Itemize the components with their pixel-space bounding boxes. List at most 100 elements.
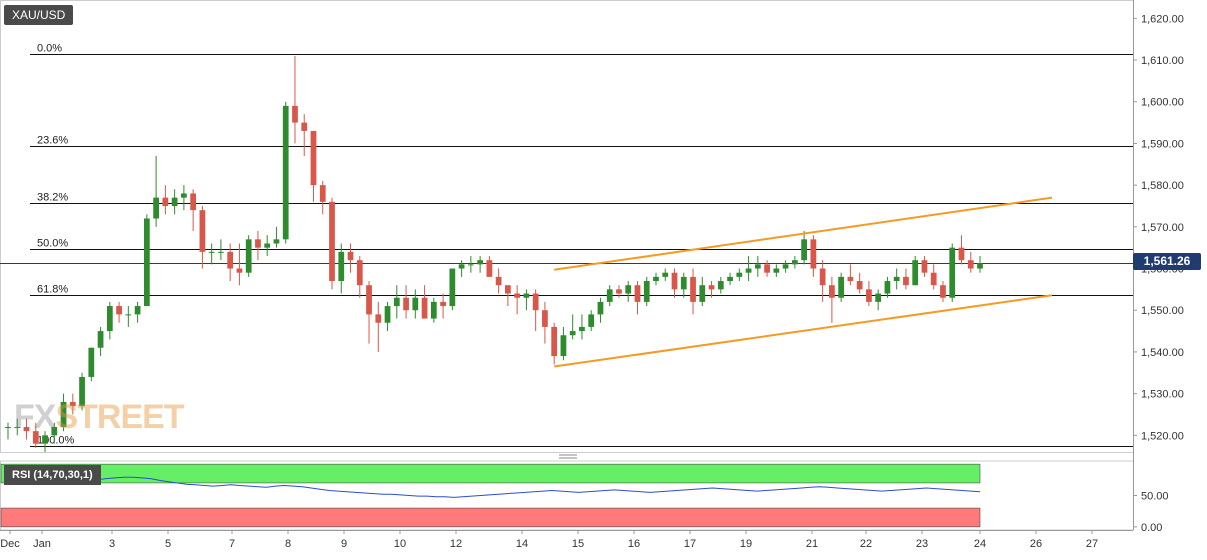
channel-lower-line [554,294,1053,368]
price-panel-frame [0,0,1134,453]
y-tick-label: 1,530.00 [1141,389,1184,401]
candle-body [856,281,863,290]
candle-body [745,268,752,273]
x-tick-label: 9 [341,538,347,550]
candle-body [949,247,956,298]
candle-body [375,314,382,323]
candle-body [69,401,76,407]
candle-body [569,331,576,336]
candle-body [329,201,335,282]
candle-body [690,276,696,302]
candle-body [181,193,187,198]
candle-body [606,289,613,302]
candle-body [106,306,113,332]
rsi-zone [0,507,981,528]
rsi-line [7,476,981,498]
candle-body [171,197,178,206]
candle-body [838,276,845,298]
candle-body [338,251,345,282]
candle-body [921,260,928,273]
candle-body [588,314,595,327]
candle-body [736,272,743,277]
candle-body [532,293,539,311]
x-tick-label: Jan [33,538,51,550]
candle-body [634,285,641,302]
candle-body [495,276,502,286]
symbol-label: XAU/USD [4,5,74,25]
candle-body [477,260,483,265]
candle-body [292,105,298,123]
candle-body [653,276,659,282]
candle-body [727,276,733,282]
candle-body [551,326,558,357]
x-tick-label: 5 [165,538,171,550]
candle-body [227,251,234,269]
x-tick-label: 12 [450,538,462,550]
last-price-tag: 1,561.26 [1133,253,1201,270]
candle-body [42,435,48,444]
y-tick-label: 1,570.00 [1141,222,1184,234]
x-tick-label: 21 [806,538,818,550]
y-tick-label: 1,540.00 [1141,347,1184,359]
candle-body [662,272,669,277]
fibonacci-label: 50.0% [37,238,68,250]
candle-body [97,331,104,348]
candle-body [403,297,409,311]
x-tick-label: 26 [1030,538,1042,550]
candle-body [829,285,835,298]
candle-body [458,264,465,269]
candle-body [218,251,224,253]
candle-body [680,276,687,290]
candle-body [264,243,271,248]
x-tick-label: 19 [740,538,752,550]
candle-body [79,376,85,407]
candle-body [32,431,39,444]
candle-body [560,335,567,357]
candle-body [153,197,159,219]
candle-body [208,251,215,253]
candle-body [430,301,437,319]
candle-body [801,239,807,261]
y-tick-label: 1,600.00 [1141,97,1184,109]
x-tick-label: 16 [628,538,640,550]
candle-body [134,306,141,315]
candle-body [143,218,150,307]
watermark-logo: FXSTREET [14,398,185,437]
candle-body [717,281,724,290]
x-tick-label: 23 [916,538,928,550]
candle-body [930,272,937,286]
candle-body [421,297,428,319]
candle-body [764,264,770,273]
candle-body [903,276,909,286]
candle-body [940,285,946,298]
y-tick-label: 1,580.00 [1141,180,1184,192]
candle-body [319,185,326,202]
candle-body [412,297,419,311]
x-tick-label: 14 [516,538,528,550]
candle-body [88,347,95,377]
candle-body [236,268,243,273]
candle-body [60,401,67,427]
candle-body [542,310,548,327]
candle-body [754,264,761,269]
candle-body [597,301,604,315]
candle-body [967,260,974,269]
candle-body [912,260,919,286]
rsi-y-tick-label: 0.00 [1141,522,1162,534]
candle-body [643,281,650,302]
candle-body [579,326,585,332]
x-tick-label: 8 [285,538,291,550]
fibonacci-label: 23.6% [37,135,68,147]
channel-upper-line [554,196,1053,271]
fibonacci-label: 38.2% [37,192,68,204]
rsi-indicator-label: RSI (14,70,30,1) [4,465,101,485]
candle-body [977,263,983,269]
candle-body [310,130,317,186]
candle-body [958,247,965,261]
candle-body [773,268,780,273]
candle-body [847,276,854,282]
y-tick-label: 1,520.00 [1141,430,1184,442]
candle-body [14,426,21,428]
candle-body [708,285,715,290]
